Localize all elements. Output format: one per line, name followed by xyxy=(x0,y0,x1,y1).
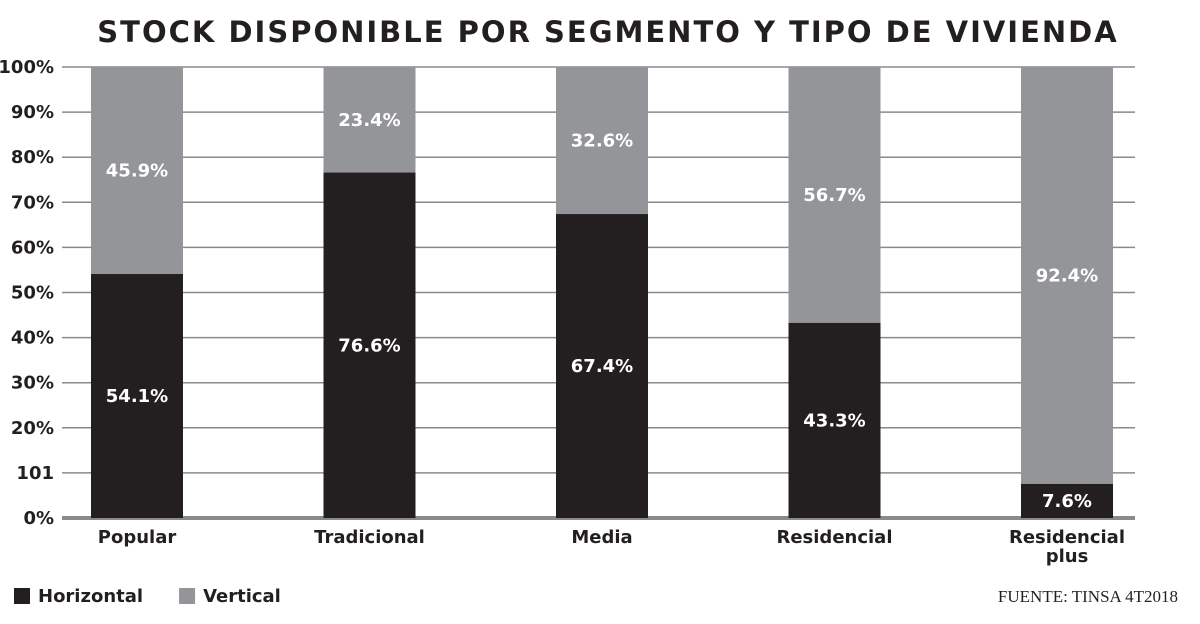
bar-segment xyxy=(556,214,648,518)
legend-swatch xyxy=(14,588,30,604)
data-label: 32.6% xyxy=(571,131,633,152)
y-tick-label: 101 xyxy=(16,463,54,484)
x-tick-label: Tradicional xyxy=(314,527,425,548)
bar-segment xyxy=(556,67,648,215)
legend-swatch xyxy=(179,588,196,604)
x-tick-label: Residencial xyxy=(776,527,893,548)
bar-segment xyxy=(788,322,881,518)
bar-segment xyxy=(788,67,881,323)
data-label: 56.7% xyxy=(803,185,865,206)
x-tick-label: Residencial plus xyxy=(1008,527,1125,567)
legend-label: Horizontal xyxy=(38,586,143,607)
data-label: 67.4% xyxy=(571,356,633,377)
data-label: 23.4% xyxy=(338,110,400,131)
bar-segment xyxy=(323,67,416,173)
bar-segment xyxy=(91,274,183,518)
data-label: 54.1% xyxy=(106,386,168,407)
data-label: 7.6% xyxy=(1042,491,1092,512)
y-tick-label: 90% xyxy=(11,102,54,123)
x-tick-label: Media xyxy=(571,527,633,548)
y-tick-label: 50% xyxy=(11,283,54,304)
y-tick-label: 80% xyxy=(11,147,54,168)
data-label: 43.3% xyxy=(803,410,865,431)
y-tick-label: 0% xyxy=(23,508,54,529)
y-tick-label: 20% xyxy=(11,418,54,439)
y-tick-label: 70% xyxy=(11,192,54,213)
bar-segment xyxy=(1021,483,1113,518)
y-tick-label: 30% xyxy=(11,373,54,394)
source-note: FUENTE: TINSA 4T2018 xyxy=(998,587,1178,606)
bar-segment xyxy=(323,172,416,518)
bar-segment xyxy=(91,67,183,275)
bar-segment xyxy=(1021,67,1113,484)
x-tick-label: Popular xyxy=(97,527,177,548)
data-label: 92.4% xyxy=(1036,265,1098,286)
y-tick-label: 60% xyxy=(11,237,54,258)
y-tick-label: 40% xyxy=(11,328,54,349)
data-label: 45.9% xyxy=(106,161,168,182)
y-tick-label: 100% xyxy=(0,57,54,78)
legend-label: Vertical xyxy=(203,586,281,607)
chart-title: STOCK DISPONIBLE POR SEGMENTO Y TIPO DE … xyxy=(97,15,1118,49)
data-label: 76.6% xyxy=(338,335,400,356)
